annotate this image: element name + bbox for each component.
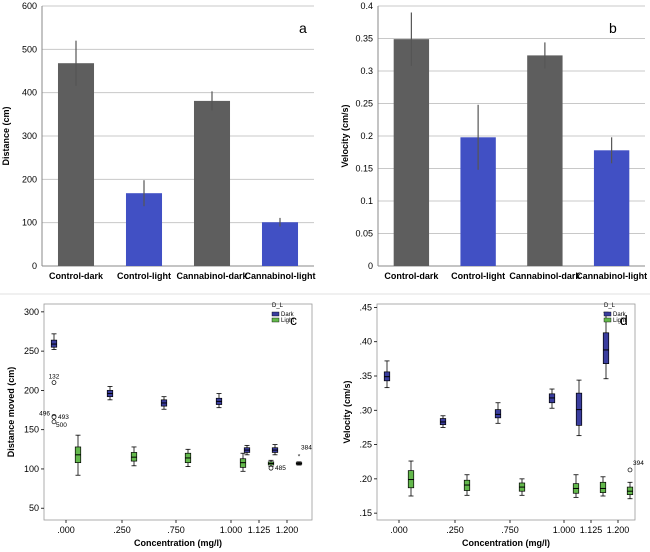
y-tick-label: 0.3 <box>360 66 373 76</box>
x-category-label: Cannabinol-light <box>576 271 647 281</box>
y-tick-label: .30 <box>359 405 372 415</box>
bar-cannabinol-dark <box>527 55 563 267</box>
y-tick-label: 0.2 <box>360 131 373 141</box>
outlier-marker <box>51 414 57 420</box>
y-tick-label: .25 <box>359 440 372 450</box>
y-tick-label: 0.35 <box>355 34 373 44</box>
legend-swatch-light <box>271 317 280 323</box>
x-tick-label: .250 <box>113 525 131 535</box>
box-panel-c: 50 100 150 200 250 300 .000 .250 .750 1.000 1.125 1… <box>6 303 313 548</box>
y-tick-label: 600 <box>22 1 37 11</box>
x-tick-label: .750 <box>167 525 185 535</box>
y-tick-label: 200 <box>22 174 37 184</box>
bar-cannabinol-light <box>593 150 630 266</box>
box-dark <box>494 409 502 419</box>
x-tick-label: 1.000 <box>553 525 576 535</box>
y-tick-label: 0.05 <box>355 229 373 239</box>
legend-swatch-light <box>603 317 612 323</box>
y-axis-title: Velocity (cm/s) <box>340 104 350 167</box>
y-tick-label: 100 <box>24 464 39 474</box>
y-tick-label: 0.25 <box>355 99 373 109</box>
bar-control-dark <box>57 63 95 267</box>
outlier-label: 493 <box>58 414 69 421</box>
x-axis-title: Concentration (mg/l) <box>134 538 222 548</box>
panel-label-d: d <box>620 312 628 328</box>
outlier-label: 496 <box>39 410 50 417</box>
plot-frame <box>43 303 313 521</box>
y-tick-label: 300 <box>24 307 39 317</box>
y-tick-label: 250 <box>24 346 39 356</box>
box-dark <box>602 332 610 365</box>
bar-cannabinol-light <box>261 222 299 266</box>
y-tick-label: .15 <box>359 508 372 518</box>
y-tick-label: 400 <box>22 88 37 98</box>
outlier-label: 485 <box>275 465 286 472</box>
y-tick-label: 0.4 <box>360 1 373 11</box>
panel-label-c: c <box>290 312 297 328</box>
y-tick-label: .20 <box>359 474 372 484</box>
y-tick-label: .35 <box>359 371 372 381</box>
legend-entry-light: Light <box>281 318 294 324</box>
bar-control-dark <box>393 39 430 267</box>
x-category-label: Control-light <box>451 271 505 281</box>
x-tick-label: 1.200 <box>607 525 630 535</box>
outlier-marker <box>627 467 633 473</box>
bar-panel-b: 0 0.05 0.1 0.15 0.2 0.25 0.3 0.35 0.4 Control-dar… <box>340 1 647 281</box>
panel-label-b: b <box>609 20 617 36</box>
x-category-label: Control-light <box>117 271 171 281</box>
bar-panel-a: 0 100 200 300 400 500 600 Control-dark Control-l… <box>1 1 316 281</box>
outlier-marker <box>51 419 57 425</box>
legend-title: D_L <box>272 303 284 309</box>
y-tick-label: 500 <box>22 44 37 54</box>
y-tick-label: 50 <box>29 503 39 513</box>
y-tick-label: 100 <box>22 218 37 228</box>
outlier-label: 132 <box>49 374 60 381</box>
y-axis-title: Distance (cm) <box>1 106 11 165</box>
x-tick-label: .750 <box>501 525 519 535</box>
legend-entry-dark: Dark <box>281 312 295 318</box>
panel-label-a: a <box>299 20 307 36</box>
legend-swatch-dark <box>603 311 612 317</box>
y-tick-label: 300 <box>22 131 37 141</box>
x-tick-label: .000 <box>390 525 408 535</box>
x-tick-label: 1.125 <box>248 525 271 535</box>
x-axis-title: Concentration (mg/l) <box>462 538 550 548</box>
x-tick-label: 1.000 <box>220 525 243 535</box>
y-tick-label: .45 <box>359 302 372 312</box>
y-tick-label: 0 <box>32 261 37 271</box>
x-tick-label: 1.200 <box>276 525 299 535</box>
y-tick-label: 200 <box>24 385 39 395</box>
x-category-label: Cannabinol-dark <box>509 271 581 281</box>
y-tick-label: 0.15 <box>355 164 373 174</box>
outlier-label: 500 <box>56 422 67 429</box>
y-tick-label: 150 <box>24 425 39 435</box>
x-tick-label: .250 <box>446 525 464 535</box>
box-panel-d: .15 .20 .25 .30 .35 .40 .45 .000 .250 .750 1.000 1.… <box>342 302 644 548</box>
x-category-label: Control-dark <box>384 271 439 281</box>
box-light <box>599 481 607 493</box>
y-axis-title: Distance moved (cm) <box>6 367 16 458</box>
legend-entry-light: Light <box>613 318 626 324</box>
x-category-label: Cannabinol-dark <box>176 271 248 281</box>
y-axis-title: Velocity (cm/s) <box>342 380 352 443</box>
y-tick-label: 0.1 <box>360 196 373 206</box>
x-tick-label: .000 <box>57 525 75 535</box>
legend-entry-dark: Dark <box>613 312 627 318</box>
x-category-label: Cannabinol-light <box>245 271 316 281</box>
plot-frame <box>376 303 636 521</box>
y-tick-label: .40 <box>359 337 372 347</box>
outlier-marker <box>51 380 57 385</box>
legend-title: D_L <box>604 303 616 309</box>
bar-cannabinol-dark <box>193 100 231 267</box>
y-tick-label: 0 <box>368 261 373 271</box>
outlier-star-marker: * <box>298 454 301 461</box>
outlier-marker <box>268 465 274 471</box>
outlier-label: 394 <box>633 460 644 467</box>
legend-swatch-dark <box>271 311 280 317</box>
outlier-label: 384 <box>301 445 312 452</box>
x-tick-label: 1.125 <box>580 525 603 535</box>
x-category-label: Control-dark <box>49 271 104 281</box>
